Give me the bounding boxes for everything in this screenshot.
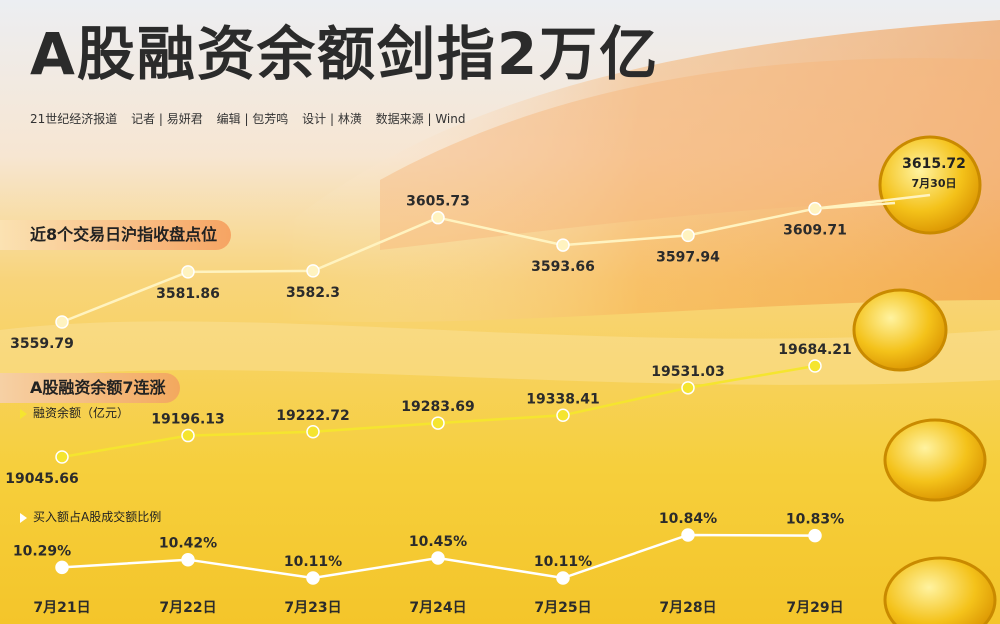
x-tick-label: 7月24日 (409, 600, 466, 616)
triangle-icon (20, 512, 27, 523)
margin-data-label: 19531.03 (651, 364, 725, 380)
triangle-icon (20, 408, 27, 419)
ratio-data-label: 10.11% (284, 554, 342, 570)
highlight-date: 7月30日 (911, 177, 957, 190)
margin-section-label: A股融资余额7连涨 (0, 373, 180, 403)
index-line (61, 193, 931, 324)
margin-data-label: 19045.66 (5, 471, 79, 487)
index-point (306, 264, 320, 278)
index-point (556, 238, 570, 252)
index-line-extension (814, 201, 896, 210)
ratio-point (306, 571, 320, 585)
margin-data-label: 19684.21 (778, 342, 852, 358)
credit-data-source: 数据来源 | Wind (375, 112, 466, 126)
index-point (431, 210, 445, 225)
margin-point (556, 408, 570, 423)
ratio-data-label: 10.11% (534, 554, 592, 570)
index-point (181, 265, 195, 279)
index-data-label: 3559.79 (10, 336, 74, 352)
credit-editor: 编辑 | 包芳鸣 (216, 112, 289, 126)
buy-ratio-legend: 买入额占A股成交额比例 (20, 508, 161, 525)
index-point (55, 315, 69, 329)
margin-balance-legend: 融资余额（亿元） (20, 404, 129, 421)
coin-icon (852, 135, 997, 624)
margin-data-label: 19222.72 (276, 408, 350, 424)
ratio-data-label: 10.42% (159, 536, 217, 552)
margin-point (681, 381, 695, 395)
credit-designer: 设计 | 林潢 (302, 112, 362, 126)
credits: 21世纪经济报道 记者 | 易妍君 编辑 | 包芳鸣 设计 | 林潢 数据来源 … (30, 110, 476, 127)
x-tick-label: 7月28日 (659, 600, 716, 616)
x-tick-label: 7月23日 (284, 600, 341, 616)
ratio-data-label: 10.84% (659, 511, 717, 527)
margin-balance-legend-label: 融资余额（亿元） (33, 406, 130, 420)
ratio-point (681, 528, 695, 542)
index-data-label: 3581.86 (156, 286, 220, 302)
x-tick-label: 7月25日 (534, 600, 591, 616)
index-data-label: 3605.73 (406, 194, 470, 210)
ratio-point (556, 571, 570, 585)
ratio-point (431, 551, 445, 565)
x-tick-label: 7月29日 (786, 600, 843, 616)
margin-data-label: 19196.13 (151, 412, 225, 428)
margin-point (431, 416, 445, 430)
index-data-label: 3582.3 (286, 285, 340, 301)
index-point (681, 228, 695, 243)
highlight-value: 3615.72 (902, 156, 966, 172)
ratio-data-label: 10.45% (409, 534, 467, 550)
ratio-point (181, 552, 195, 567)
x-tick-label: 7月21日 (33, 600, 90, 616)
index-data-label: 3597.94 (656, 249, 720, 265)
buy-ratio-legend-label: 买入额占A股成交额比例 (33, 510, 162, 524)
ratio-data-label: 10.83% (786, 512, 844, 528)
index-data-label: 3593.66 (531, 259, 595, 275)
ratio-point (55, 560, 69, 575)
ratio-point (808, 528, 822, 543)
margin-point (306, 425, 320, 439)
index-data-label: 3609.71 (783, 223, 847, 239)
index-section-label: 近8个交易日沪指收盘点位 (0, 220, 232, 250)
page-title: A股融资余额剑指2万亿 (30, 20, 660, 88)
margin-point (808, 359, 822, 373)
credit-source: 21世纪经济报道 (30, 112, 118, 126)
credit-reporter: 记者 | 易妍君 (131, 112, 203, 126)
margin-data-label: 19338.41 (526, 391, 600, 407)
ratio-data-label: 10.29% (13, 543, 71, 559)
x-tick-label: 7月22日 (159, 600, 216, 616)
margin-data-label: 19283.69 (401, 399, 475, 415)
margin-point (55, 450, 69, 464)
margin-point (181, 428, 195, 443)
